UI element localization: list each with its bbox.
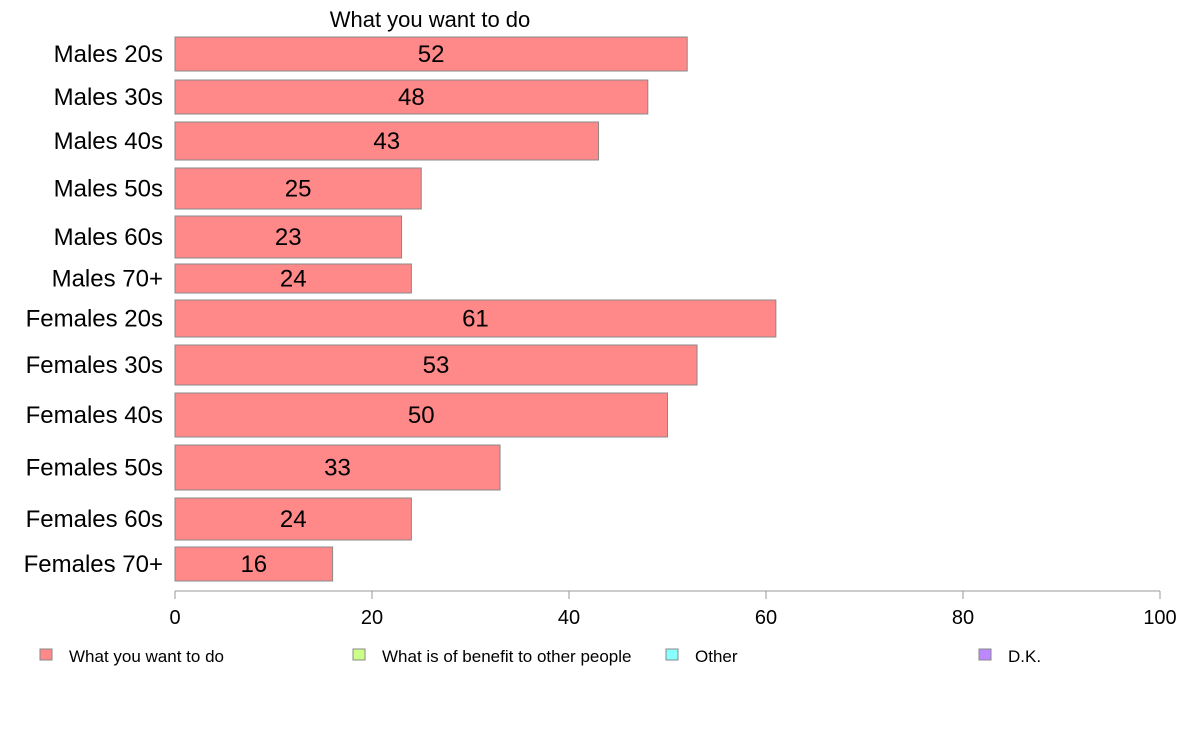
bar-value-label: 48 bbox=[398, 84, 425, 111]
x-tick-label: 80 bbox=[952, 607, 974, 629]
category-label: Females 20s bbox=[26, 306, 163, 333]
category-label: Males 60s bbox=[54, 224, 163, 251]
category-label: Females 70+ bbox=[24, 551, 163, 578]
bar bbox=[174, 167, 422, 210]
legend: What you want to do What is of benefit to… bbox=[39, 647, 1041, 666]
legend-swatch bbox=[665, 648, 679, 661]
x-tick-label: 100 bbox=[1143, 607, 1176, 629]
value-labels: 52 48 43 25 23 24 61 53 50 33 24 16 bbox=[240, 41, 488, 578]
bar-value-label: 53 bbox=[423, 352, 450, 379]
x-tick-label: 0 bbox=[169, 607, 180, 629]
legend-swatch bbox=[978, 648, 992, 661]
category-label: Males 50s bbox=[54, 176, 163, 203]
bar-value-label: 25 bbox=[285, 176, 312, 203]
bar-value-label: 33 bbox=[324, 455, 351, 482]
bar bbox=[174, 263, 412, 294]
bar-value-label: 23 bbox=[275, 224, 302, 251]
bars-layer bbox=[174, 36, 777, 582]
bar-value-label: 16 bbox=[240, 551, 267, 578]
category-label: Females 30s bbox=[26, 352, 163, 379]
bar-value-label: 24 bbox=[280, 506, 307, 533]
bar bbox=[174, 444, 501, 491]
x-tick-label: 40 bbox=[558, 607, 580, 629]
legend-swatch bbox=[352, 648, 366, 661]
category-label: Females 60s bbox=[26, 506, 163, 533]
category-label: Females 50s bbox=[26, 455, 163, 482]
bar bbox=[174, 36, 688, 72]
bar-value-label: 61 bbox=[462, 306, 489, 333]
x-tick-label: 60 bbox=[755, 607, 777, 629]
x-axis: 0 20 40 60 80 100 bbox=[169, 590, 1177, 629]
bar bbox=[174, 392, 668, 438]
bar bbox=[174, 299, 777, 338]
category-labels: Males 20s Males 30s Males 40s Males 50s Male… bbox=[24, 41, 163, 578]
legend-label: What you want to do bbox=[69, 647, 224, 666]
category-label: Males 20s bbox=[54, 41, 163, 68]
bar bbox=[174, 121, 600, 161]
bar bbox=[174, 546, 334, 582]
bar bbox=[174, 215, 403, 259]
bar-value-label: 52 bbox=[418, 41, 445, 68]
legend-label: What is of benefit to other people bbox=[382, 647, 632, 666]
bar bbox=[174, 497, 412, 541]
legend-label: D.K. bbox=[1008, 647, 1041, 666]
legend-label: Other bbox=[695, 647, 738, 666]
x-tick-label: 20 bbox=[361, 607, 383, 629]
bar-value-label: 50 bbox=[408, 402, 435, 429]
chart-title: What you want to do bbox=[330, 7, 531, 32]
legend-swatch bbox=[39, 648, 53, 661]
category-label: Males 40s bbox=[54, 128, 163, 155]
bar-value-label: 24 bbox=[280, 266, 307, 293]
category-label: Females 40s bbox=[26, 402, 163, 429]
category-label: Males 70+ bbox=[52, 266, 163, 293]
category-label: Males 30s bbox=[54, 84, 163, 111]
bar bbox=[174, 344, 698, 386]
bar bbox=[174, 79, 649, 115]
bar-value-label: 43 bbox=[373, 128, 400, 155]
